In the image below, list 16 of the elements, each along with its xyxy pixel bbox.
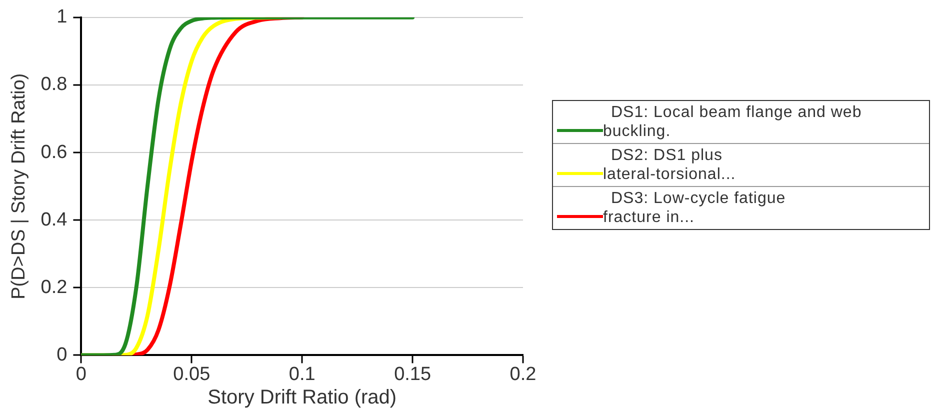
x-tick-label: 0.1 <box>288 364 316 385</box>
y-tick-label: 0 <box>56 344 68 366</box>
y-tick-label: 0.4 <box>40 209 68 230</box>
y-tick-label: 1 <box>56 6 68 28</box>
y-tick-label: 0.8 <box>40 74 68 96</box>
x-tick-label: 0.2 <box>510 364 536 385</box>
x-tick-label: 0.05 <box>173 364 210 385</box>
legend-label: DS3: Low-cycle fatigue fracture in... <box>603 189 786 227</box>
x-axis-title: Story Drift Ratio (rad) <box>208 386 397 409</box>
legend-label: DS1: Local beam flange and web buckling. <box>603 103 862 141</box>
x-tick-label: 0.15 <box>394 364 432 385</box>
y-axis-title: P(D>DS | Story Drift Ratio) <box>8 73 30 300</box>
legend-label: DS2: DS1 plus lateral-torsional... <box>603 146 736 184</box>
x-tick-label: 0 <box>76 364 86 385</box>
y-tick-label: 0.2 <box>40 276 68 298</box>
y-tick-label: 0.6 <box>40 142 68 163</box>
